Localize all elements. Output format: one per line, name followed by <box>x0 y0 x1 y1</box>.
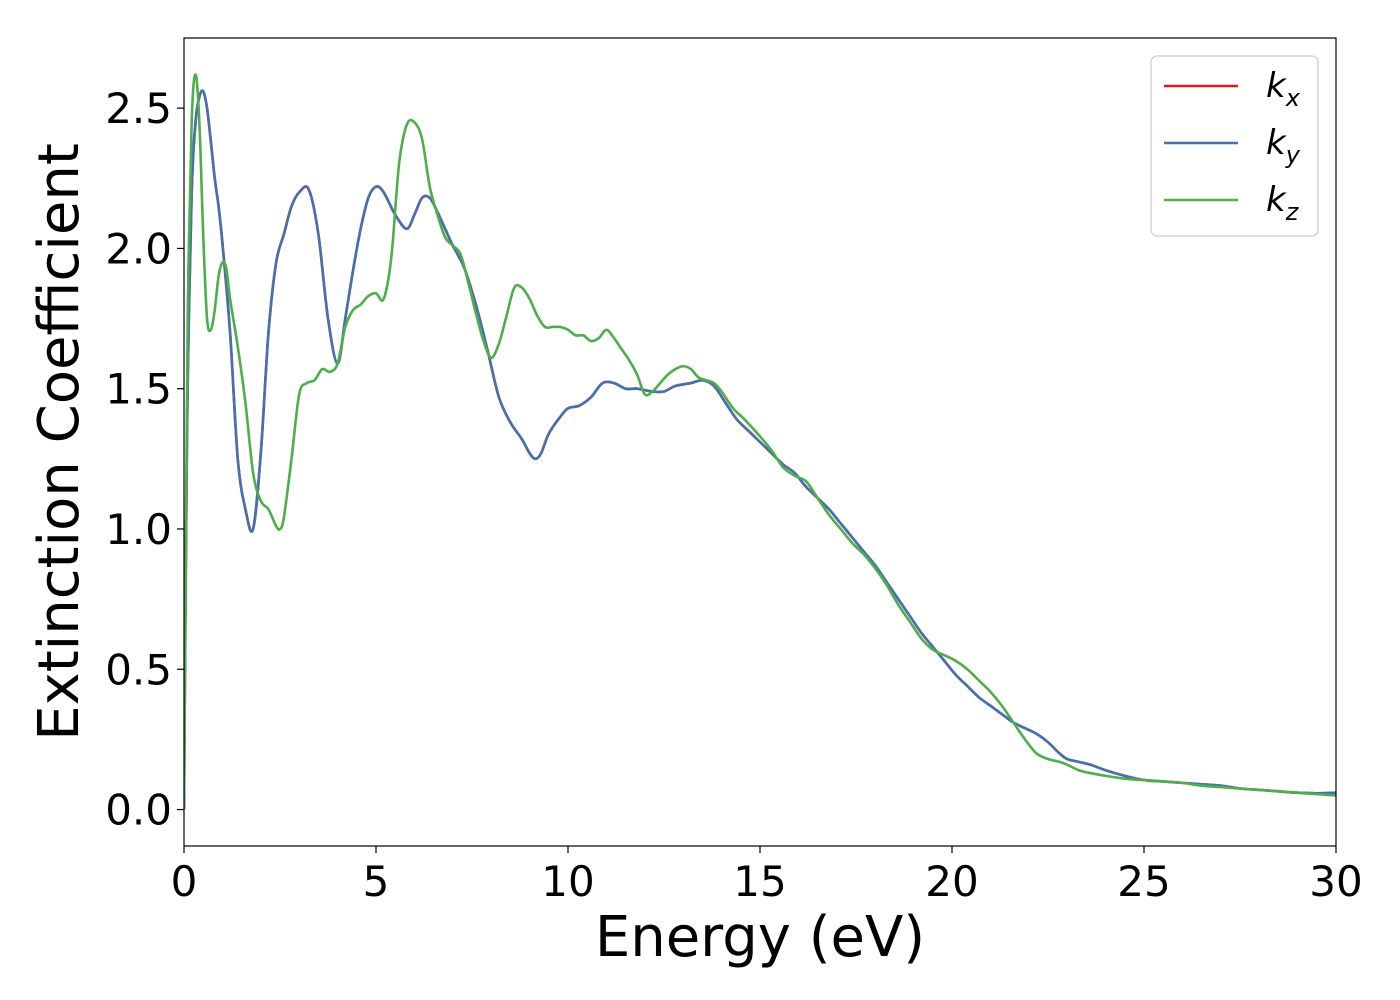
legend-label-subscript: y <box>1285 141 1301 169</box>
x-axis: 0 5 10 15 20 25 30 <box>171 846 1363 906</box>
legend-label-kx: kx <box>1266 66 1301 112</box>
x-tick-label: 30 <box>1309 857 1362 906</box>
y-axis: 0.0 0.5 1.0 1.5 2.0 2.5 <box>105 84 184 835</box>
x-tick-label: 15 <box>733 857 786 906</box>
x-tick-label: 25 <box>1117 857 1170 906</box>
series-line-ky <box>184 89 1336 810</box>
y-tick-label: 1.5 <box>105 365 172 414</box>
series-layer <box>184 73 1336 810</box>
x-tick-label: 20 <box>925 857 978 906</box>
legend-label-subscript: z <box>1285 198 1300 226</box>
y-tick-label: 0.0 <box>105 786 172 835</box>
legend-label-main: k <box>1266 66 1287 106</box>
x-tick-label: 5 <box>363 857 390 906</box>
legend-label-subscript: x <box>1285 84 1301 112</box>
x-axis-label: Energy (eV) <box>595 905 925 970</box>
y-tick-label: 2.0 <box>105 224 172 273</box>
x-tick-label: 10 <box>541 857 594 906</box>
x-tick-label: 0 <box>171 857 198 906</box>
legend-label-main: k <box>1266 180 1287 220</box>
y-axis-label: Extinction Coefficient <box>27 143 92 741</box>
legend-label-main: k <box>1266 123 1287 163</box>
legend-label-ky: ky <box>1266 123 1301 169</box>
legend-box <box>1150 55 1319 237</box>
legend-label-kz: kz <box>1266 180 1300 226</box>
y-tick-label: 1.0 <box>105 505 172 554</box>
y-tick-label: 2.5 <box>105 84 172 133</box>
y-tick-label: 0.5 <box>105 645 172 694</box>
series-line-kz <box>184 73 1336 810</box>
